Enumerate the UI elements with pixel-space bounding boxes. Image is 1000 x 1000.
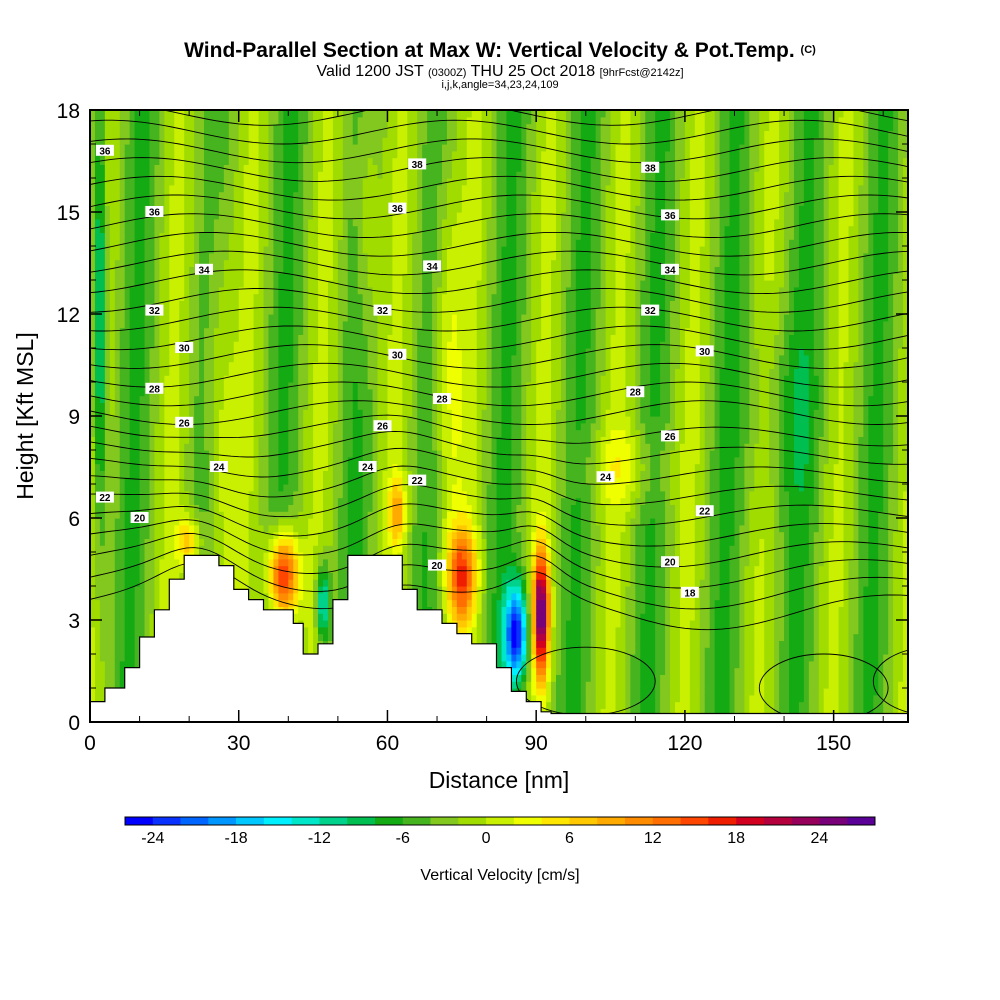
theta-label: 24 xyxy=(358,461,377,474)
x-tick: 0 xyxy=(84,110,96,755)
colorbar-label: Vertical Velocity [cm/s] xyxy=(420,867,579,884)
terrain-mask xyxy=(90,554,908,722)
theta-label: 28 xyxy=(433,393,451,406)
theta-label: 24 xyxy=(596,471,615,484)
theta-label: 36 xyxy=(661,209,679,222)
colorbar-swatch xyxy=(458,817,487,825)
theta-label: 22 xyxy=(408,474,427,487)
theta-label: 22 xyxy=(695,505,714,518)
colorbar-ticks: -24 -18 -12 -6 0 6 12 18 24 xyxy=(141,830,828,847)
colorbar-swatch xyxy=(791,817,820,825)
colorbar-tick-label: 18 xyxy=(727,830,745,847)
x-axis-ticks: 0 30 60 90 120 150 xyxy=(84,110,884,755)
x-tick: 150 xyxy=(816,110,851,755)
theta-label: 36 xyxy=(388,202,407,215)
theta-label: 28 xyxy=(626,386,645,399)
colorbar-swatch xyxy=(291,817,320,825)
colorbar-swatch xyxy=(819,817,848,825)
theta-label: 36 xyxy=(95,144,114,157)
colorbar-swatch xyxy=(847,817,876,825)
colorbar-swatch xyxy=(513,817,542,825)
theta-label: 34 xyxy=(423,260,442,273)
theta-label: 20 xyxy=(661,556,679,569)
colorbar-swatch xyxy=(736,817,765,825)
colorbar-swatch xyxy=(263,817,292,825)
theta-label: 26 xyxy=(373,420,392,433)
colorbar-tick-label: -6 xyxy=(396,830,410,847)
theta-label: 20 xyxy=(428,559,446,572)
x-tick: 30 xyxy=(227,110,250,755)
colorbar-swatch xyxy=(597,817,626,825)
theta-label: 26 xyxy=(175,416,194,429)
colorbar-swatch xyxy=(375,817,404,825)
theta-label: 20 xyxy=(130,512,149,525)
theta-label: 30 xyxy=(695,345,714,358)
copyright-mark: (C) xyxy=(801,44,817,56)
theta-contour-labels: 36 36 34 32 30 28 26 24 22 20 38 36 34 32 30 28 26 24 22 20… xyxy=(95,144,714,599)
theta-label: 30 xyxy=(175,342,194,355)
y-axis-label: Height [Kft MSL] xyxy=(12,332,38,499)
x-tick: 120 xyxy=(667,110,702,755)
colorbar-tick-label: 12 xyxy=(644,830,662,847)
colorbar-tick-label: -18 xyxy=(225,830,248,847)
colorbar-tick-label: -12 xyxy=(308,830,331,847)
colorbar-swatch xyxy=(625,817,654,825)
colorbar-swatch xyxy=(236,817,265,825)
theta-label: 24 xyxy=(209,461,228,474)
colorbar-swatch xyxy=(125,817,154,825)
y-tick: 9 xyxy=(68,406,908,429)
theta-label: 38 xyxy=(408,158,427,171)
colorbar-frame xyxy=(124,816,876,826)
colorbar-tick-label: 0 xyxy=(482,830,491,847)
colorbar-swatch xyxy=(402,817,431,825)
colorbar-swatch xyxy=(680,817,709,825)
y-tick: 18 xyxy=(57,100,908,123)
theta-label: 32 xyxy=(641,304,660,317)
y-tick: 3 xyxy=(68,610,908,633)
y-tick: 15 xyxy=(57,202,908,225)
colorbar-swatch xyxy=(319,817,348,825)
colorbar-swatch xyxy=(347,817,376,825)
colorbar-tick-label: -24 xyxy=(141,830,164,847)
chart-subtitle: Valid 1200 JST (0300Z) THU 25 Oct 2018 [… xyxy=(316,63,683,80)
theta-label: 36 xyxy=(145,206,164,219)
theta-label: 32 xyxy=(145,304,164,317)
theta-label: 34 xyxy=(661,263,679,276)
y-tick: 0 xyxy=(68,712,908,735)
colorbar-swatch xyxy=(430,817,459,825)
colorbar-swatch xyxy=(152,817,181,825)
theta-label: 22 xyxy=(95,491,114,504)
colorbar-tick-label: 6 xyxy=(565,830,574,847)
x-tick: 60 xyxy=(376,110,399,755)
colorbar-swatch xyxy=(569,817,598,825)
colorbar-swatch xyxy=(708,817,737,825)
theta-label: 38 xyxy=(641,161,660,174)
theta-label: 32 xyxy=(373,304,392,317)
theta-label: 18 xyxy=(680,586,699,599)
colorbar-tick-label: 24 xyxy=(811,830,829,847)
colorbar-swatch xyxy=(652,817,681,825)
x-tick: 90 xyxy=(525,110,548,755)
chart-indices: i,j,k,angle=34,23,24,109 xyxy=(441,79,558,91)
theta-label: 28 xyxy=(145,382,164,395)
chart-title: Wind-Parallel Section at Max W: Vertical… xyxy=(184,39,816,62)
theta-label: 34 xyxy=(195,263,213,276)
y-tick: 6 xyxy=(68,508,908,531)
potential-temperature-contours xyxy=(90,110,908,722)
plot-area xyxy=(90,110,908,722)
colorbar-swatch xyxy=(180,817,209,825)
colorbar-swatch xyxy=(208,817,237,825)
colorbar-swatch xyxy=(486,817,515,825)
colorbar-swatch xyxy=(541,817,570,825)
theta-label: 30 xyxy=(388,348,407,361)
colorbar-swatch xyxy=(763,817,792,825)
theta-label: 26 xyxy=(661,430,679,443)
colorbar xyxy=(124,816,876,826)
x-axis-label: Distance [nm] xyxy=(429,767,570,793)
y-tick: 12 xyxy=(57,304,908,327)
